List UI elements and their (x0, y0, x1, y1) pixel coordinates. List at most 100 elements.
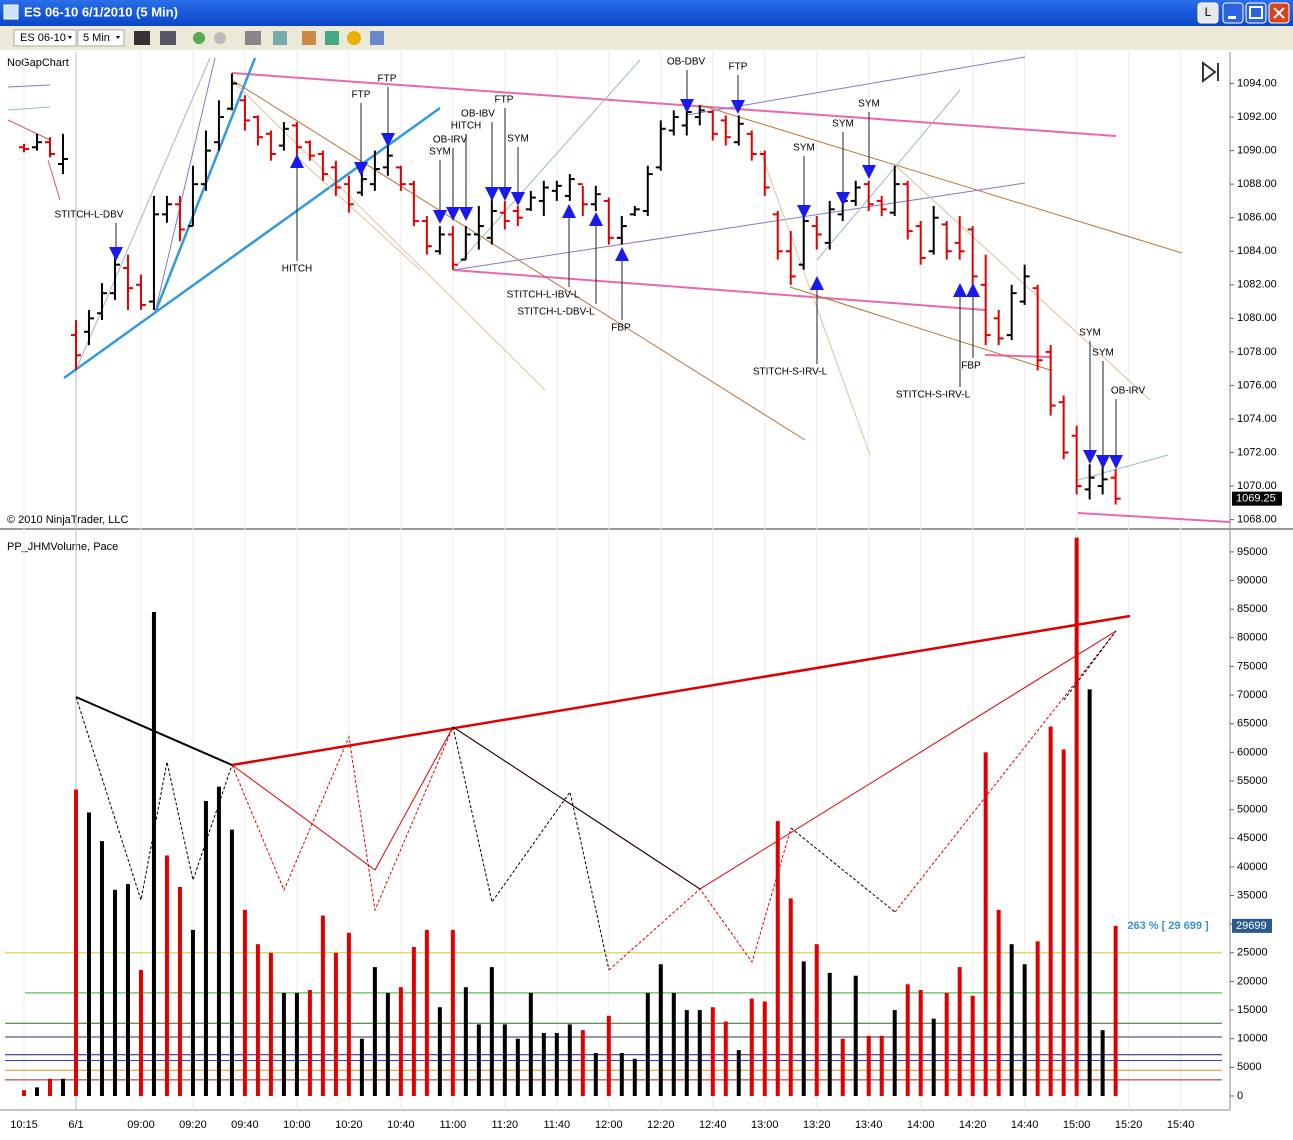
trend-line (759, 149, 871, 456)
annotation-label: SYM (858, 99, 880, 110)
y-tick-label: 25000 (1237, 947, 1268, 959)
data-box-icon[interactable] (370, 31, 384, 45)
last-volume-label: 29699 (1236, 920, 1267, 932)
volume-bar (411, 947, 416, 1096)
x-tick-label: 12:20 (647, 1119, 675, 1131)
minimize-button[interactable] (1222, 2, 1244, 24)
order-icon[interactable] (347, 31, 361, 45)
y-tick-label: 55000 (1237, 775, 1268, 787)
draw-tool-icon[interactable] (160, 31, 176, 45)
dropdown-arrow (68, 36, 72, 39)
pace-label: 263 % [ 29 699 ] (1127, 920, 1209, 932)
last-volume-tag (1232, 918, 1272, 933)
y-tick-label: 1082.00 (1237, 279, 1277, 291)
volume-bar (242, 909, 247, 1096)
x-tick-label: 6/1 (68, 1119, 83, 1131)
zoom-out-icon[interactable] (214, 32, 226, 44)
down-arrow (109, 247, 123, 261)
volume-bar (710, 1007, 715, 1096)
volume-bar (398, 987, 403, 1096)
volume-bar (268, 952, 273, 1096)
price-panel-label: NoGapChart (7, 57, 69, 69)
indicator-line (75, 696, 233, 766)
x-tick-label: 11:40 (543, 1119, 570, 1131)
x-tick-label: 11:00 (439, 1119, 466, 1131)
up-arrow (562, 204, 576, 218)
instrument-selector[interactable] (13, 29, 77, 47)
volume-bar (73, 789, 78, 1096)
volume-bar (1048, 726, 1053, 1096)
annotation-label: SYM (793, 143, 815, 154)
indicator-line (231, 726, 454, 912)
x-tick-label: 09:20 (179, 1119, 207, 1131)
x-tick-label: 15:00 (1063, 1119, 1091, 1131)
volume-bar (593, 1053, 598, 1096)
trend-line (47, 159, 61, 201)
volume-bar (177, 886, 182, 1096)
annotation-label: SYM (1092, 348, 1114, 359)
link-button[interactable] (1197, 2, 1219, 24)
volume-bar (229, 829, 234, 1096)
app-icon (3, 4, 19, 20)
trend-line (894, 164, 1151, 401)
x-tick-label: 13:20 (803, 1119, 831, 1131)
annotation-label: OB-DBV (667, 57, 706, 68)
volume-bar (307, 990, 312, 1096)
annotation-label: FTP (729, 62, 748, 73)
down-arrow (433, 210, 447, 224)
volume-bar (255, 944, 260, 1096)
volume-bar (346, 932, 351, 1096)
volume-bar (216, 786, 221, 1096)
interval-selector[interactable] (77, 29, 125, 47)
indicator-line (894, 630, 1117, 913)
x-tick-label: 15:20 (1115, 1119, 1143, 1131)
trend-line (7, 84, 51, 88)
y-tick-label: 45000 (1237, 832, 1268, 844)
zoom-in-icon[interactable] (193, 32, 205, 44)
y-tick-label: 1076.00 (1237, 379, 1277, 391)
close-icon (1273, 7, 1285, 19)
instrument-label: ES 06-10 (20, 32, 66, 44)
copyright: © 2010 NinjaTrader, LLC (7, 514, 128, 526)
trend-line (686, 56, 1026, 116)
volume-bar (853, 975, 858, 1096)
strategy-icon[interactable] (302, 31, 316, 45)
annotation-label: FBP (961, 361, 981, 372)
maximize-icon (1249, 6, 1263, 19)
volume-bar (944, 992, 949, 1096)
y-tick-label: 15000 (1237, 1004, 1268, 1016)
volume-bar (580, 1030, 585, 1096)
volume-bar (1087, 689, 1092, 1096)
trend-line (1077, 512, 1231, 523)
down-arrow (485, 187, 499, 201)
volume-bar (1009, 944, 1014, 1096)
volume-bar (450, 929, 455, 1096)
bar-type-icon[interactable] (134, 31, 150, 45)
cursor-icon[interactable] (245, 31, 261, 45)
volume-bar (1113, 925, 1118, 1096)
down-arrow (862, 165, 876, 179)
trend-line (75, 57, 211, 371)
window-title: ES 06-10 6/1/2010 (5 Min) (24, 4, 178, 19)
volume-bar (541, 1032, 546, 1096)
x-tick-label: 09:40 (231, 1119, 259, 1131)
volume-bar (320, 915, 325, 1096)
volume-bar (957, 967, 962, 1096)
volume-bar (281, 992, 286, 1096)
annotation-label: SYM (429, 147, 451, 158)
y-tick-label: 1078.00 (1237, 346, 1277, 358)
volume-bar (658, 964, 663, 1096)
down-arrow (459, 207, 473, 221)
scroll-end-button[interactable] (1202, 61, 1219, 83)
trend-line (699, 104, 1183, 254)
indicator-icon[interactable] (325, 31, 339, 45)
down-arrow (511, 192, 525, 206)
annotation-label: HITCH (451, 121, 482, 132)
volume-bar (34, 1087, 39, 1096)
volume-bar (138, 969, 143, 1096)
volume-bar (502, 1024, 507, 1096)
properties-icon[interactable] (273, 31, 287, 45)
volume-bar (619, 1053, 624, 1096)
volume-bar (749, 998, 754, 1096)
volume-bar (437, 1007, 442, 1096)
